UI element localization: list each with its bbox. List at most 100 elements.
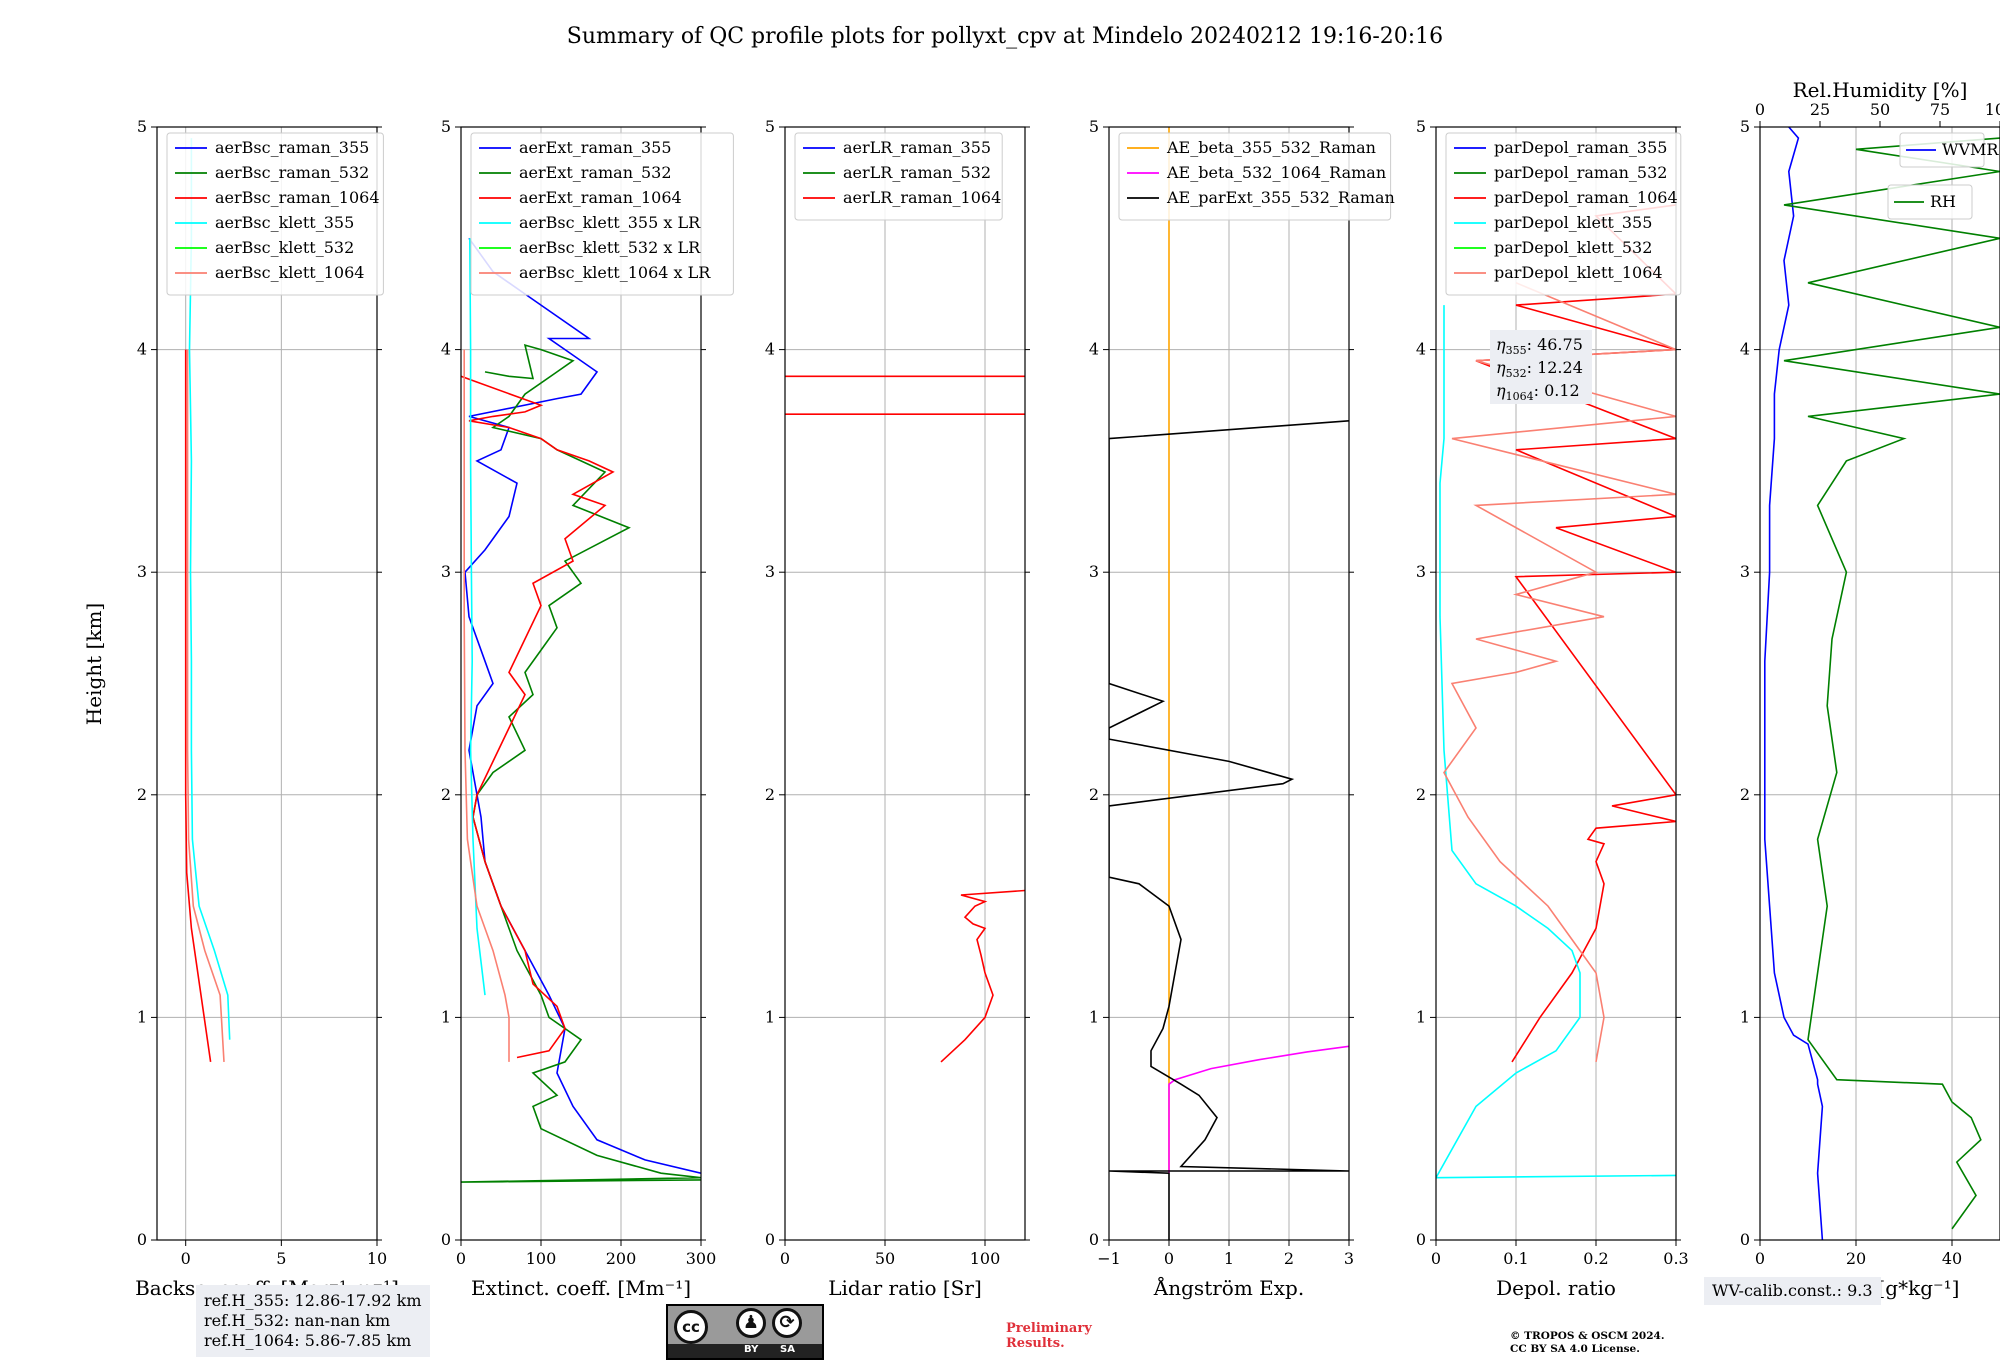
- y-tick-label: 0: [1740, 1230, 1750, 1249]
- y-tick-label: 0: [137, 1230, 147, 1249]
- x2-tick-label: 25: [1810, 100, 1830, 119]
- legend-label: aerExt_raman_1064: [519, 188, 682, 207]
- copyright-line-2: CC BY SA 4.0 License.: [1510, 1343, 1640, 1355]
- panel-frame: [1759, 126, 2000, 1241]
- series-line-pardepol-klett-1064: [1443, 282, 1676, 1063]
- copyright-line-1: © TROPOS & OSCM 2024.: [1510, 1330, 1665, 1342]
- x2-tick-label: 100: [1985, 100, 2000, 119]
- series-line-wvmr: [1764, 127, 1824, 1240]
- preliminary-line-1: Preliminary: [1006, 1321, 1092, 1336]
- legend-label: parDepol_klett_1064: [1494, 263, 1663, 282]
- y-tick-label: 3: [137, 562, 147, 581]
- x-tick-label: 5: [276, 1249, 286, 1268]
- panel-2: 0 100 200 300 0 1 2 3 4 5 Extinct. coeff. [Mm⁻¹] ae…: [441, 117, 734, 1300]
- legend: AE_beta_355_532_Raman AE_beta_532_1064_Ra…: [1118, 132, 1395, 221]
- reference-heights-box: ref.H_355: 12.86-17.92 km ref.H_532: nan…: [196, 1285, 430, 1357]
- y-tick-label: 2: [1740, 785, 1750, 804]
- legend-box: [794, 132, 1003, 221]
- y-tick-label: 5: [441, 117, 451, 136]
- y-tick-label: 2: [765, 785, 775, 804]
- y-tick-label: 5: [1416, 117, 1426, 136]
- series-line-aerlr-raman-1064: [940, 889, 1025, 1063]
- x-tick-label: 50: [875, 1249, 895, 1268]
- series-line-pardepol-klett-355: [1436, 305, 1676, 1179]
- x-tick-label: −1: [1097, 1249, 1121, 1268]
- series-line-aerext-raman-1064: [461, 375, 615, 1059]
- x2-axis-label: Rel.Humidity [%]: [1793, 78, 1968, 102]
- panel-3: 0 50 100 0 1 2 3 4 5 Lidar ratio [Sr] aerLR_raman_…: [765, 117, 1030, 1300]
- x-tick-label: 1: [1224, 1249, 1234, 1268]
- x-tick-label: 0: [1164, 1249, 1174, 1268]
- legend: aerExt_raman_355 aerExt_raman_532 aerExt_r…: [470, 132, 734, 296]
- legend-label: RH: [1930, 192, 1956, 211]
- series-line-aerbsc-klett-1064: [186, 349, 225, 1062]
- x-tick-label: 0: [456, 1249, 466, 1268]
- figure-title: Summary of QC profile plots for pollyxt_…: [567, 24, 1443, 49]
- series-group: [184, 138, 231, 1063]
- x-tick-label: 2: [1284, 1249, 1294, 1268]
- preliminary-line-2: Results.: [1006, 1336, 1065, 1351]
- series-line-rh: [1783, 137, 2000, 1230]
- y-tick-label: 3: [1740, 562, 1750, 581]
- y-tick-label: 0: [441, 1230, 451, 1249]
- wv-calib-text: WV-calib.const.: 9.3: [1712, 1281, 1873, 1300]
- legend-label: AE_beta_355_532_Raman: [1166, 138, 1376, 157]
- y-tick-label: 1: [765, 1007, 775, 1026]
- y-tick-label: 0: [1089, 1230, 1099, 1249]
- legend-box: [1118, 132, 1392, 221]
- x-tick-label: 20: [1846, 1249, 1866, 1268]
- legend-box: [1887, 184, 1973, 220]
- panel-frame: [156, 126, 378, 1241]
- legend-label: aerBsc_raman_532: [215, 163, 369, 182]
- series-line-aerbsc-klett-1064-x-lr: [463, 349, 510, 1062]
- legend-label: aerBsc_raman_355: [215, 138, 369, 157]
- cc-badge-strip: BY SA: [668, 1344, 822, 1358]
- x-axis-label: Ångström Exp.: [1153, 1275, 1304, 1300]
- eta-value-1064: η1064: 0.12: [1496, 381, 1580, 403]
- y-tick-label: 4: [1740, 340, 1750, 359]
- y-tick-label: 4: [1089, 340, 1099, 359]
- ref-height-1064: ref.H_1064: 5.86-7.85 km: [204, 1331, 412, 1350]
- legend-label: aerExt_raman_532: [519, 163, 672, 182]
- cc-by-label: BY: [744, 1344, 759, 1355]
- y-tick-label: 0: [1416, 1230, 1426, 1249]
- copyright-note: © TROPOS & OSCM 2024. CC BY SA 4.0 Licen…: [1510, 1330, 1665, 1356]
- y-tick-label: 0: [765, 1230, 775, 1249]
- legend: aerLR_raman_355 aerLR_raman_532 aerLR_rama…: [794, 132, 1003, 221]
- series-group: [1109, 127, 1349, 1240]
- legend-label: WVMR: [1942, 140, 1999, 159]
- cc-icon: cc: [674, 1310, 708, 1344]
- legend-label: aerLR_raman_355: [843, 138, 991, 157]
- panel-frame: [784, 126, 1026, 1241]
- x2-tick-label: 50: [1870, 100, 1890, 119]
- x-tick-label: 300: [686, 1249, 717, 1268]
- x-tick-label: 0: [181, 1249, 191, 1268]
- x-tick-label: 0.3: [1663, 1249, 1688, 1268]
- height-axis-label: Height [km]: [82, 603, 106, 725]
- eta-value-355: η355: 46.75: [1496, 335, 1583, 357]
- y-tick-label: 4: [137, 340, 147, 359]
- legend-label: parDepol_raman_532: [1494, 163, 1667, 182]
- eta-value-532: η532: 12.24: [1496, 358, 1583, 380]
- y-tick-label: 5: [1089, 117, 1099, 136]
- legend-label: parDepol_raman_1064: [1494, 188, 1678, 207]
- y-tick-label: 5: [765, 117, 775, 136]
- series-line-ae-parext-355-532-raman: [1109, 420, 1349, 1240]
- y-tick-label: 4: [441, 340, 451, 359]
- series-line-aerext-raman-532: [461, 343, 701, 1183]
- y-tick-label: 3: [765, 562, 775, 581]
- share-alike-icon: ⟳: [772, 1308, 802, 1338]
- y-tick-label: 1: [1740, 1007, 1750, 1026]
- x-tick-label: 200: [606, 1249, 637, 1268]
- y-tick-label: 4: [1416, 340, 1426, 359]
- legend-label: parDepol_klett_532: [1494, 238, 1652, 257]
- panel-5: 0 0.1 0.2 0.3 0 1 2 3 4 5 Depol. ratio parDepol_ram…: [1416, 117, 1689, 1300]
- legend-box: [166, 132, 384, 296]
- panel-frame: [460, 126, 702, 1241]
- series-line-aerbsc-klett-355: [188, 138, 231, 1040]
